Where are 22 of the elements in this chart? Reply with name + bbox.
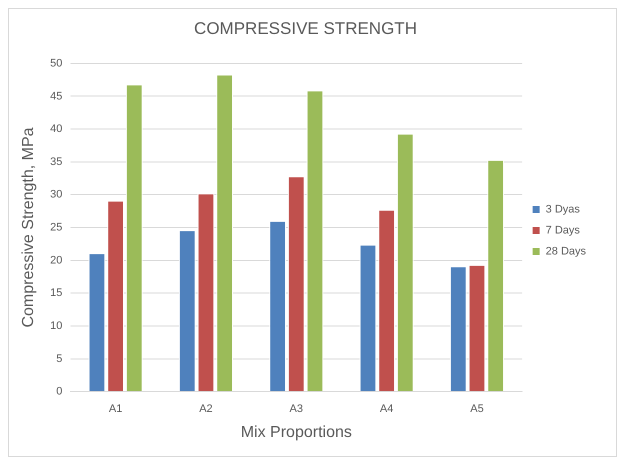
y-tick-label: 35: [50, 156, 62, 168]
y-tick-label: 10: [50, 320, 62, 332]
y-tick-label: 20: [50, 254, 62, 266]
y-tick-label: 45: [50, 90, 62, 102]
chart-title: COMPRESSIVE STRENGTH: [194, 18, 417, 38]
y-tick-label: 15: [50, 287, 62, 300]
y-tick-label: 50: [50, 57, 62, 70]
legend-label: 3 Dyas: [546, 204, 580, 216]
y-tick-label: 5: [56, 352, 62, 365]
x-tick-label: A5: [470, 403, 484, 416]
y-tick-label: 30: [50, 188, 62, 201]
x-tick-label: A1: [108, 403, 122, 416]
legend-label: 28 Days: [546, 246, 586, 258]
x-axis-title: Mix Proportions: [240, 424, 352, 441]
x-tick-label: A2: [199, 403, 213, 416]
x-tick-label: A4: [380, 403, 394, 416]
y-tick-label: 0: [56, 386, 62, 398]
legend-label: 7 Days: [546, 224, 580, 237]
y-tick-label: 25: [50, 222, 62, 234]
y-axis-title: Compressive Strength, MPa: [20, 127, 38, 328]
y-tick-label: 40: [50, 123, 62, 136]
x-tick-label: A3: [290, 403, 304, 416]
